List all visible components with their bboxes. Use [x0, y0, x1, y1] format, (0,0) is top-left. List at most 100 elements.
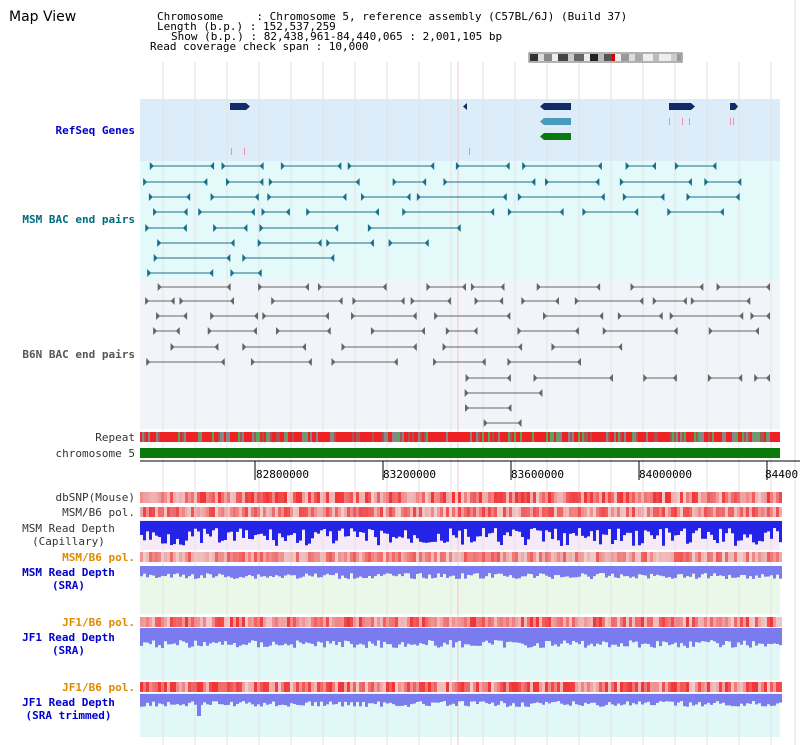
jf1-sra-depth-bar [224, 628, 227, 642]
dbsnp-label[interactable]: dbSNP(Mouse) [55, 491, 135, 504]
jf1-trim-depth-bar [374, 694, 377, 705]
jf1-pol-trim-heat [317, 682, 320, 692]
dbsnp-heat [473, 492, 476, 503]
jf1-pol-trim-heat [389, 682, 392, 692]
jf1-pol-heat [509, 617, 512, 627]
jf1-pol-trim-heat [584, 682, 587, 692]
msm-pol-heat [293, 507, 296, 517]
tick-label-4: 84000000 [639, 468, 692, 481]
msm-capillary-depth-bar [701, 521, 704, 539]
jf1-depth-label[interactable]: JF1 Read Depth (SRA) [22, 631, 115, 657]
jf1-trim-depth-bar [746, 694, 749, 704]
msm-pol-heat [233, 507, 236, 517]
repeat-segment [608, 432, 610, 442]
jf1-pol-trim-heat [773, 682, 776, 692]
dbsnp-heat [587, 492, 590, 503]
msm-pol-sra-heat [473, 552, 476, 562]
jf1-pol-heat [308, 617, 311, 627]
repeat-segment [262, 432, 264, 442]
msm-sra-depth-bar [524, 566, 527, 577]
msm-pol-sra-heat [368, 552, 371, 562]
msm-pol-sra-heat [434, 552, 437, 562]
msm-bac-pair-end [337, 162, 342, 170]
msm-bac-pair-end [143, 178, 148, 186]
msm-bac-pair-end [634, 208, 639, 216]
msm-pol-sra-heat [251, 552, 254, 562]
msm-sra-depth-bar [353, 566, 356, 579]
jf1-trim-depth-bar [713, 694, 716, 703]
dbsnp-heat [758, 492, 761, 503]
jf1-pol-trim-heat [326, 682, 329, 692]
repeat-segment [516, 432, 518, 442]
msm-depth-capillary-label[interactable]: MSM Read Depth (Capillary) [22, 522, 115, 548]
b6n-bac-pair-end [412, 343, 417, 351]
jf1-trim-depth-bar [296, 694, 299, 705]
repeat-segment [418, 432, 420, 442]
b6n-bac-pair-end [533, 374, 538, 382]
jf1-pol-heat [323, 617, 326, 627]
msm-bac-pair-end [374, 208, 379, 216]
jf1-pol-trim-heat [656, 682, 659, 692]
b6n-bac-label[interactable]: B6N BAC end pairs [22, 348, 135, 361]
msm-capillary-depth-bar [632, 521, 635, 546]
jf1-trim-depth-bar [497, 694, 500, 705]
jf1-pol-trim-heat [281, 682, 284, 692]
msm-depth-sra-label[interactable]: MSM Read Depth (SRA) [22, 566, 115, 592]
jf1-pol-trim-heat [686, 682, 689, 692]
msm-pol-heat [464, 507, 467, 517]
repeat-segment [724, 432, 726, 442]
chromosome-info: Chromosome : Chromosome 5, reference ass… [157, 10, 628, 23]
jf1-pol-heat [209, 617, 212, 627]
msm-pol-sra-heat [761, 552, 764, 562]
msm-pol-sra-heat [458, 552, 461, 562]
jf1-sra-depth-bar [221, 628, 224, 645]
jf1-pol-heat [437, 617, 440, 627]
msm-bac-pair-end [157, 239, 162, 247]
jf1-trim-depth-bar [656, 694, 659, 703]
refseq-genes-label[interactable]: RefSeq Genes [55, 124, 135, 137]
repeat-segment [462, 432, 464, 442]
msm-sra-depth-bar [149, 566, 152, 575]
dbsnp-heat [332, 492, 335, 503]
msm-capillary-depth-bar [380, 521, 383, 531]
dbsnp-heat [503, 492, 506, 503]
msm-sra-depth-bar [284, 566, 287, 576]
repeat-segment [434, 432, 436, 442]
jf1-pol-trim-heat [371, 682, 374, 692]
repeat-segment [622, 432, 624, 442]
msm-pol-heat [758, 507, 761, 517]
msm-bac-label[interactable]: MSM BAC end pairs [22, 213, 135, 226]
jf1-trim-depth-bar [332, 694, 335, 705]
msm-bac-pair-end [582, 208, 587, 216]
jf1-depth-trim-label[interactable]: JF1 Read Depth (SRA trimmed) [22, 696, 115, 722]
repeat-segment [750, 432, 752, 442]
dbsnp-heat [215, 492, 218, 503]
msm-pol-heat [359, 507, 362, 517]
msm-pol-sra-label[interactable]: MSM/B6 pol. [62, 551, 135, 564]
msm-sra-depth-bar [164, 566, 167, 577]
jf1-sra-depth-bar [476, 628, 479, 646]
msm-pol-sra-heat [620, 552, 623, 562]
jf1-pol-heat [284, 617, 287, 627]
repeat-segment [760, 432, 762, 442]
msm-pol-label[interactable]: MSM/B6 pol. [62, 506, 135, 519]
jf1-pol-heat [413, 617, 416, 627]
dbsnp-heat [383, 492, 386, 503]
jf1-trim-depth-bar [701, 694, 704, 707]
msm-pol-heat [284, 507, 287, 517]
msm-sra-depth-bar [617, 566, 620, 579]
msm-bac-pair-end [243, 224, 248, 232]
jf1-trim-depth-bar [686, 694, 689, 707]
msm-capillary-depth-bar [212, 521, 215, 531]
jf1-pol-trim-label[interactable]: JF1/B6 pol. [62, 681, 135, 694]
msm-pol-sra-heat [314, 552, 317, 562]
msm-pol-sra-heat [704, 552, 707, 562]
b6n-bac-pair-end [521, 297, 526, 305]
msm-capillary-depth-bar [194, 521, 197, 529]
jf1-sra-depth-bar [545, 628, 548, 642]
msm-bac-pair-end [686, 193, 691, 201]
jf1-pol-label[interactable]: JF1/B6 pol. [62, 616, 135, 629]
gene-tick [469, 148, 470, 155]
msm-bac-pair-end [242, 254, 247, 262]
